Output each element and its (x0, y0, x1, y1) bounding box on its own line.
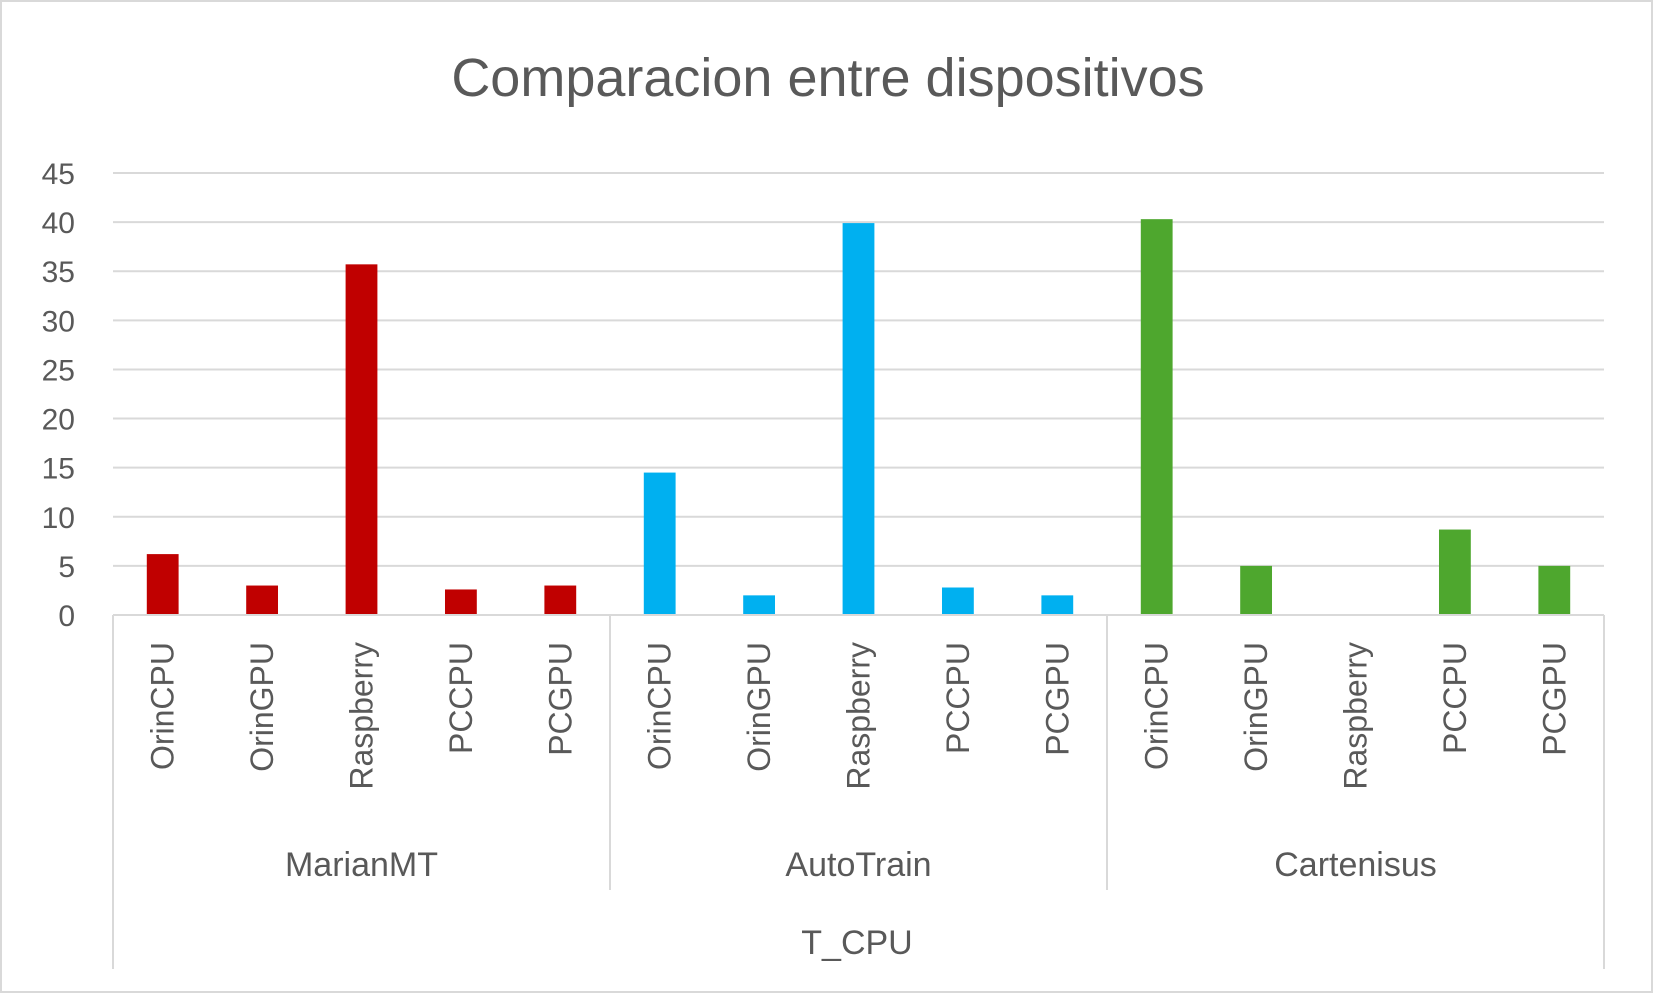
bar (1140, 219, 1173, 616)
y-tick-label: 20 (42, 404, 75, 437)
x-tick-label: Raspberry (1338, 642, 1374, 790)
x-tick-label: OrinGPU (741, 642, 777, 772)
bar (246, 585, 279, 615)
x-tick-label: OrinCPU (1139, 642, 1175, 770)
x-tick-label: PCCPU (443, 642, 479, 754)
y-tick-label: 15 (42, 453, 75, 486)
x-tick-label: OrinGPU (244, 642, 280, 772)
bars (146, 219, 1571, 616)
x-tick-label: PCCPU (940, 642, 976, 754)
bar (444, 589, 477, 615)
x-tick-label: PCGPU (1536, 642, 1572, 756)
bar (1041, 595, 1074, 615)
x-tick-label: OrinCPU (642, 642, 678, 770)
x-axis (112, 614, 1605, 969)
outer-category-label: T_CPU (801, 924, 912, 962)
y-tick-label: 10 (42, 502, 75, 535)
bar (1240, 565, 1273, 615)
bar (842, 223, 875, 616)
y-tick-label: 0 (58, 600, 75, 633)
bar (1438, 529, 1471, 615)
group-label: MarianMT (285, 846, 438, 884)
chart-title: Comparacion entre dispositivos (451, 48, 1204, 108)
x-tick-label: PCGPU (542, 642, 578, 756)
group-label: Cartenisus (1274, 846, 1437, 884)
x-tick-label: PCGPU (1039, 642, 1075, 756)
bar (345, 264, 378, 615)
x-axis-labels: OrinCPU OrinGPU Raspberry PCCPU PCGPU MarianM… (145, 642, 1573, 884)
bar (643, 472, 676, 615)
y-tick-label: 25 (42, 354, 75, 387)
bar (544, 585, 577, 615)
y-axis-ticks: 0 5 10 15 20 25 30 35 40 45 (42, 158, 75, 633)
y-tick-label: 30 (42, 305, 75, 338)
x-tick-label: OrinGPU (1238, 642, 1274, 772)
y-tick-label: 35 (42, 256, 75, 289)
y-tick-label: 5 (58, 551, 75, 584)
x-tick-label: Raspberry (344, 642, 380, 790)
x-tick-label: OrinCPU (145, 642, 181, 770)
group-label: AutoTrain (785, 846, 931, 884)
x-tick-label: PCCPU (1437, 642, 1473, 754)
y-tick-label: 45 (42, 158, 75, 191)
y-tick-label: 40 (42, 207, 75, 240)
bar (1538, 565, 1571, 615)
bar (743, 595, 776, 615)
bar (146, 554, 179, 615)
x-tick-label: Raspberry (841, 642, 877, 790)
bar (941, 587, 974, 615)
